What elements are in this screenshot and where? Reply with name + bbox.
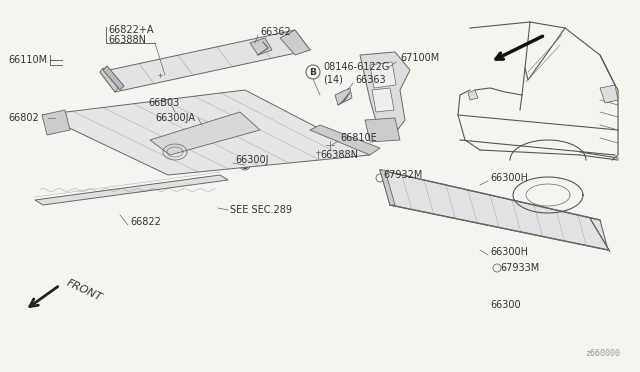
Polygon shape [360,52,410,140]
Polygon shape [380,170,395,205]
Text: 67932M: 67932M [383,170,422,180]
Polygon shape [335,88,352,105]
Polygon shape [150,112,260,155]
Text: 66B03: 66B03 [148,98,179,108]
Text: 66300H: 66300H [490,173,528,183]
Text: 66300J: 66300J [235,155,269,165]
Text: 66363: 66363 [355,75,386,85]
Text: 66810E: 66810E [340,133,377,143]
Circle shape [241,161,248,169]
Polygon shape [310,125,380,155]
Polygon shape [365,118,400,142]
Text: SEE SEC.289: SEE SEC.289 [230,205,292,215]
Polygon shape [42,90,370,175]
Text: 66802: 66802 [8,113,39,123]
Text: 66300H: 66300H [490,247,528,257]
Text: 66388N: 66388N [320,150,358,160]
Text: 66362: 66362 [260,27,291,37]
Polygon shape [250,38,272,55]
Polygon shape [370,62,396,88]
Text: 08146-6122G: 08146-6122G [323,62,389,72]
Text: 66822: 66822 [130,217,161,227]
Text: 66300JA: 66300JA [155,113,195,123]
Polygon shape [100,30,310,92]
Polygon shape [380,170,608,250]
Text: 67933M: 67933M [500,263,540,273]
Polygon shape [35,175,228,205]
Text: 66110M: 66110M [8,55,47,65]
Text: (14): (14) [323,74,343,84]
Text: 66822+A: 66822+A [108,25,154,35]
Polygon shape [600,85,618,103]
Polygon shape [590,218,610,252]
Polygon shape [468,90,478,100]
Polygon shape [280,30,310,55]
Text: 67100M: 67100M [400,53,439,63]
Text: FRONT: FRONT [65,278,104,302]
Polygon shape [103,66,124,90]
Text: B: B [310,67,316,77]
Text: 66300: 66300 [490,300,520,310]
Text: z660000: z660000 [585,349,620,358]
Polygon shape [100,68,118,92]
Polygon shape [372,88,394,112]
Polygon shape [42,110,70,135]
Text: 66388N: 66388N [108,35,146,45]
